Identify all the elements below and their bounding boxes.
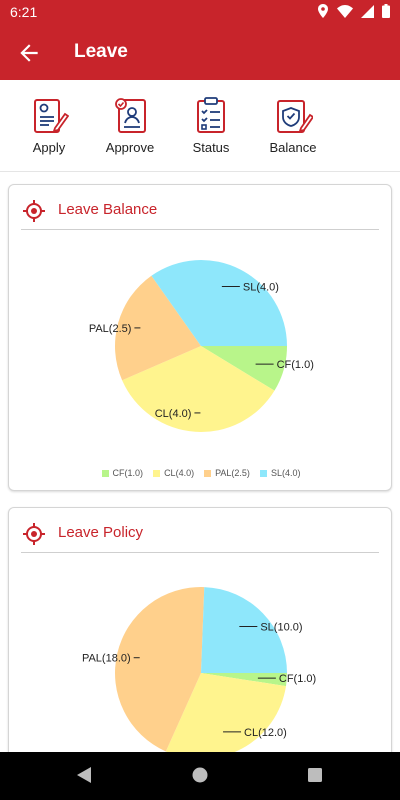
slice-label-sl: SL(4.0) [243, 281, 279, 293]
home-circle-icon[interactable] [192, 767, 208, 783]
divider [21, 552, 379, 553]
pie-slice-cl [122, 346, 275, 432]
slice-label-cl: CL(4.0) [155, 408, 192, 420]
slice-label-cf: CF(1.0) [277, 359, 314, 371]
pie-slice-pal [115, 275, 201, 381]
pie-slice-pal [114, 587, 205, 752]
target-icon [23, 200, 45, 222]
page-title: Leave [74, 41, 128, 62]
pie-slice-sl [151, 260, 287, 346]
status-icons [317, 4, 390, 18]
legend-label: PAL(2.5) [215, 468, 250, 478]
approve-label: Approve [105, 140, 155, 155]
legend-item-sl: SL(4.0) [259, 468, 301, 478]
pie-slice-cf [201, 673, 287, 687]
approve-button[interactable]: Approve [90, 96, 170, 155]
divider [21, 229, 379, 230]
location-icon [318, 4, 328, 18]
status-checklist-icon [197, 97, 225, 133]
pie-slice-sl [201, 587, 287, 673]
status-button[interactable]: Status [171, 96, 251, 155]
wifi-icon [337, 4, 353, 18]
card-title: Leave Balance [58, 201, 158, 218]
signal-icon [361, 4, 374, 18]
back-triangle-icon[interactable] [76, 766, 92, 784]
apply-button[interactable]: Apply [9, 96, 89, 155]
legend-swatch [101, 469, 109, 477]
leave-balance-pie-chart: CF(1.0) CL(4.0) PAL(2.5) SL(4.0) [89, 260, 314, 432]
slice-label-pal: PAL(2.5) [89, 323, 132, 335]
card-title: Leave Policy [58, 524, 144, 541]
slice-label-pal: PAL(18.0) [82, 653, 131, 665]
recents-square-icon[interactable] [308, 768, 322, 782]
legend-label: CL(4.0) [164, 468, 195, 478]
slice-label-cl: CL(12.0) [244, 727, 287, 739]
legend-swatch [153, 469, 161, 477]
app-bar: Leave [0, 24, 400, 80]
slice-label-cf: CF(1.0) [279, 673, 316, 685]
legend-label: CF(1.0) [112, 468, 144, 478]
legend-swatch [204, 469, 212, 477]
legend-item-pal: PAL(2.5) [204, 468, 250, 478]
leave-policy-pie-chart: CF(1.0) CL(12.0) PAL(18.0) SL(10.0) [82, 587, 316, 759]
target-icon [23, 523, 45, 545]
apply-label: Apply [32, 140, 66, 155]
chart-legend: CF(1.0) CL(4.0) PAL(2.5) SL(4.0) [9, 468, 393, 478]
leave-balance-card: Leave Balance CF(1.0) CL(4.0) PAL(2.5) SL(4… [8, 184, 392, 491]
legend-swatch [259, 469, 267, 477]
status-bar: 6:21 [0, 0, 400, 24]
arrow-left-icon[interactable] [16, 40, 42, 66]
legend-label: SL(4.0) [270, 468, 301, 478]
balance-label: Balance [269, 140, 317, 155]
pie-slice-cf [201, 346, 287, 391]
approve-user-icon [115, 98, 146, 133]
status-time: 6:21 [10, 4, 38, 20]
status-label: Status [192, 140, 230, 155]
slice-label-sl: SL(10.0) [260, 621, 302, 633]
leave-actions: Apply Approve Status [0, 80, 400, 172]
balance-shield-icon [277, 100, 313, 133]
pie-slice-cl [165, 673, 286, 759]
legend-item-cl: CL(4.0) [153, 468, 194, 478]
leave-policy-card: Leave Policy CF(1.0) CL(12.0) PAL(18.0) SL(… [8, 507, 392, 767]
battery-icon [382, 4, 390, 18]
apply-form-icon [34, 99, 69, 133]
balance-button[interactable]: Balance [253, 96, 333, 155]
legend-item-cf: CF(1.0) [101, 468, 144, 478]
system-nav-bar [0, 752, 400, 800]
